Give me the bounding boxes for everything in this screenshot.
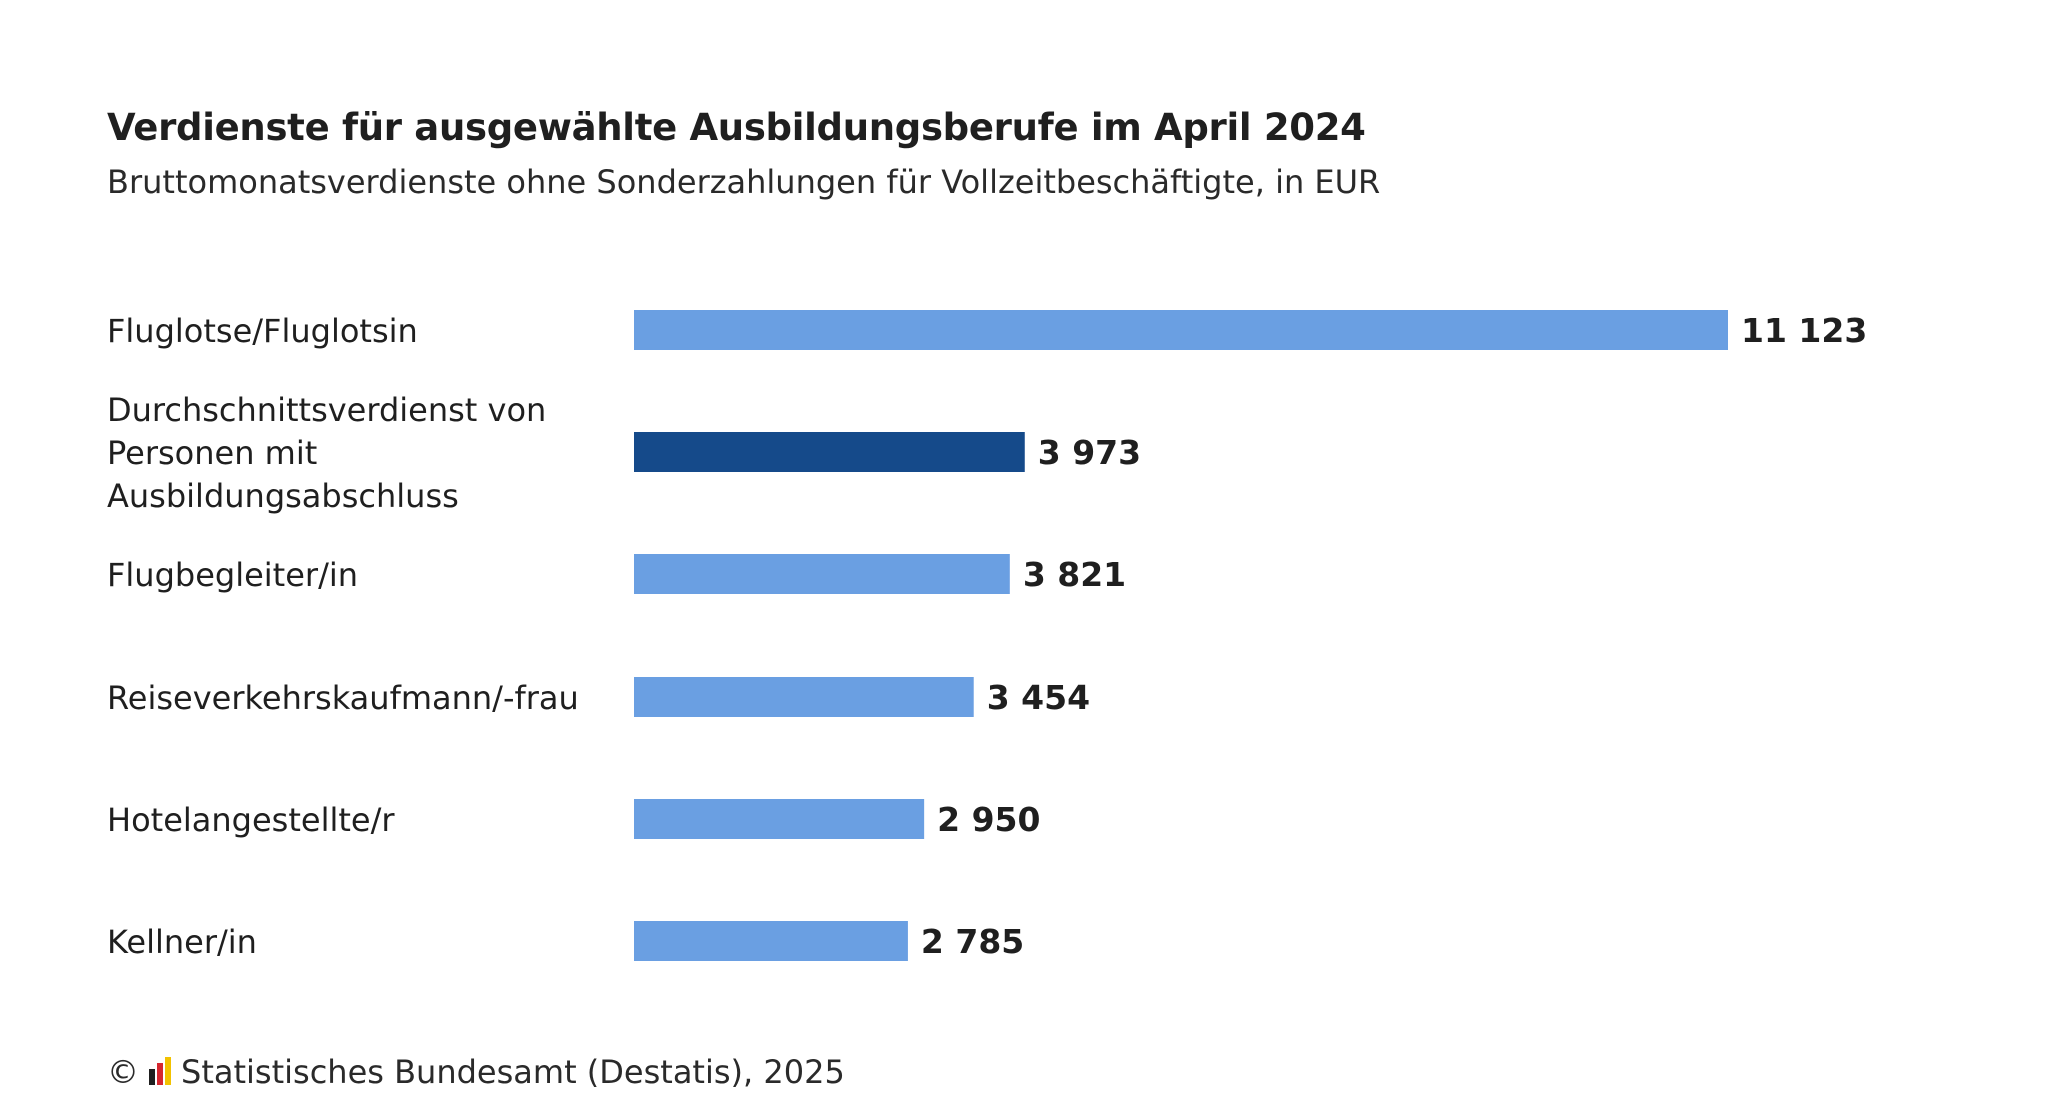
bar-value-label: 2 785 (921, 922, 1024, 961)
chart-title: Verdienste für ausgewählte Ausbildungsbe… (107, 106, 1366, 149)
source-footer: © Statistisches Bundesamt (Destatis), 20… (107, 1053, 845, 1091)
bar-value-label: 11 123 (1741, 311, 1867, 350)
category-label: Hotelangestellte/r (107, 801, 395, 839)
bar-value-label: 3 821 (1023, 555, 1126, 594)
bar (634, 799, 925, 839)
bars: 11 123 Fluglotse/Fluglotsin 3 973 Durchschn… (107, 310, 1867, 961)
category-label: Flugbegleiter/in (107, 556, 358, 594)
category-label-line: Kellner/in (107, 923, 257, 961)
bar (634, 310, 1728, 350)
category-label-line: Personen mit (107, 434, 317, 472)
category-label: Reiseverkehrskaufmann/-frau (107, 679, 579, 717)
category-label: Fluglotse/Fluglotsin (107, 312, 418, 350)
destatis-logo-icon (149, 1055, 171, 1089)
logo-bar-1 (149, 1069, 155, 1085)
bar (634, 921, 908, 961)
logo-bar-3 (165, 1057, 171, 1085)
category-label: Durchschnittsverdienst von Personen mit Au… (107, 391, 546, 515)
category-label-line: Durchschnittsverdienst von (107, 391, 546, 429)
bar (634, 554, 1010, 594)
chart-subtitle: Bruttomonatsverdienste ohne Sonderzahlun… (107, 163, 1381, 201)
bar-value-label: 3 454 (987, 678, 1090, 717)
category-label-line: Flugbegleiter/in (107, 556, 358, 594)
bar-value-label: 3 973 (1038, 433, 1141, 472)
source-text: Statistisches Bundesamt (Destatis), 2025 (181, 1053, 845, 1091)
bar (634, 432, 1025, 472)
category-label-line: Reiseverkehrskaufmann/-frau (107, 679, 579, 717)
category-label-line: Fluglotse/Fluglotsin (107, 312, 418, 350)
copyright-symbol: © (107, 1053, 139, 1091)
category-label-line: Hotelangestellte/r (107, 801, 395, 839)
category-label-line: Ausbildungsabschluss (107, 477, 459, 515)
logo-bar-2 (157, 1063, 163, 1085)
bar-value-label: 2 950 (937, 800, 1040, 839)
bar (634, 677, 974, 717)
category-label: Kellner/in (107, 923, 257, 961)
